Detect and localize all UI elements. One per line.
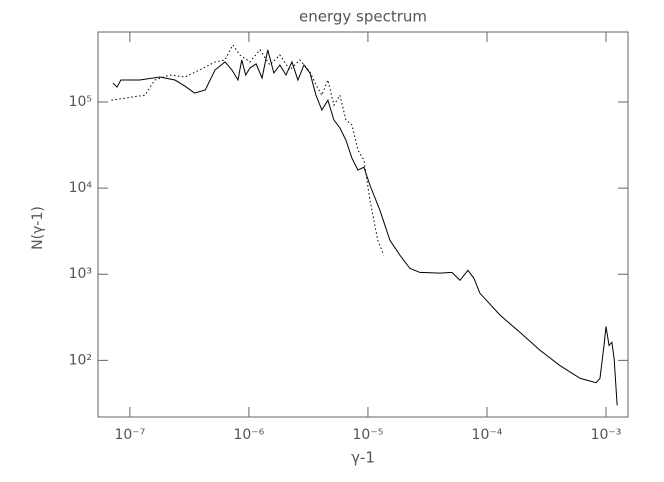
y-tick-label: 10⁴ [69,180,93,196]
data-line [112,49,618,406]
x-tick-label: 10⁻³ [591,427,622,443]
y-axis-label: N(γ-1) [30,206,46,250]
chart-title: energy spectrum [299,8,427,26]
y-tick-label: 10³ [69,266,92,282]
y-tick-label: 10² [69,352,92,368]
x-tick-label: 10⁻⁵ [353,427,384,443]
x-tick-label: 10⁻⁷ [114,427,145,443]
x-tick-label: 10⁻⁶ [233,427,264,443]
x-axis-label: γ-1 [351,449,375,467]
data-line [111,43,385,256]
plot-frame [97,31,629,418]
y-tick-label: 10⁵ [69,94,92,110]
x-tick-label: 10⁻⁴ [472,427,503,443]
